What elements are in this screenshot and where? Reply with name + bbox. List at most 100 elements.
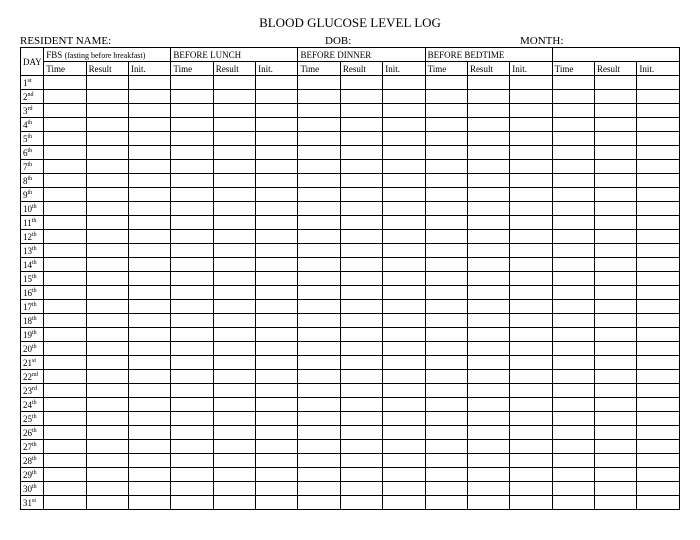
- data-cell: [129, 160, 171, 174]
- data-cell: [510, 104, 552, 118]
- data-cell: [171, 118, 213, 132]
- data-cell: [86, 272, 128, 286]
- data-cell: [595, 132, 637, 146]
- data-cell: [171, 356, 213, 370]
- table-row: 8th: [21, 174, 680, 188]
- data-cell: [467, 426, 509, 440]
- data-cell: [298, 146, 340, 160]
- data-cell: [298, 356, 340, 370]
- data-cell: [552, 174, 594, 188]
- table-row: 31st: [21, 496, 680, 510]
- data-cell: [340, 468, 382, 482]
- data-cell: [637, 328, 680, 342]
- data-cell: [595, 342, 637, 356]
- table-row: 13th: [21, 244, 680, 258]
- day-cell: 9th: [21, 188, 44, 202]
- data-cell: [595, 412, 637, 426]
- data-cell: [637, 454, 680, 468]
- data-cell: [213, 160, 255, 174]
- data-cell: [552, 160, 594, 174]
- data-cell: [298, 174, 340, 188]
- data-cell: [256, 76, 298, 90]
- data-cell: [256, 188, 298, 202]
- data-cell: [129, 300, 171, 314]
- data-cell: [44, 356, 86, 370]
- data-cell: [298, 314, 340, 328]
- data-cell: [171, 468, 213, 482]
- data-cell: [552, 146, 594, 160]
- data-cell: [44, 370, 86, 384]
- data-cell: [467, 468, 509, 482]
- day-cell: 16th: [21, 286, 44, 300]
- data-cell: [425, 468, 467, 482]
- data-cell: [383, 216, 425, 230]
- data-cell: [383, 328, 425, 342]
- data-cell: [86, 216, 128, 230]
- day-cell: 29th: [21, 468, 44, 482]
- data-cell: [129, 188, 171, 202]
- data-cell: [171, 272, 213, 286]
- data-cell: [595, 244, 637, 258]
- table-row: 5th: [21, 132, 680, 146]
- data-cell: [467, 244, 509, 258]
- data-cell: [425, 76, 467, 90]
- table-row: 9th: [21, 188, 680, 202]
- data-cell: [425, 174, 467, 188]
- data-cell: [256, 384, 298, 398]
- data-cell: [552, 216, 594, 230]
- data-cell: [637, 370, 680, 384]
- data-cell: [383, 104, 425, 118]
- data-cell: [595, 118, 637, 132]
- data-cell: [552, 454, 594, 468]
- data-cell: [86, 370, 128, 384]
- data-cell: [129, 244, 171, 258]
- data-cell: [213, 118, 255, 132]
- data-cell: [129, 412, 171, 426]
- table-row: 27th: [21, 440, 680, 454]
- data-cell: [595, 146, 637, 160]
- data-cell: [86, 300, 128, 314]
- data-cell: [425, 356, 467, 370]
- data-cell: [256, 370, 298, 384]
- data-cell: [510, 370, 552, 384]
- data-cell: [383, 384, 425, 398]
- group-header: FBS (fasting before breakfast): [44, 48, 171, 62]
- data-cell: [171, 440, 213, 454]
- data-cell: [298, 202, 340, 216]
- data-cell: [467, 272, 509, 286]
- data-cell: [510, 230, 552, 244]
- data-cell: [171, 202, 213, 216]
- data-cell: [256, 482, 298, 496]
- data-cell: [340, 118, 382, 132]
- day-cell: 22nd: [21, 370, 44, 384]
- data-cell: [44, 454, 86, 468]
- data-cell: [467, 160, 509, 174]
- data-cell: [256, 244, 298, 258]
- sub-header: Result: [467, 62, 509, 76]
- data-cell: [552, 188, 594, 202]
- data-cell: [510, 342, 552, 356]
- data-cell: [129, 216, 171, 230]
- data-cell: [256, 314, 298, 328]
- data-cell: [171, 216, 213, 230]
- data-cell: [637, 216, 680, 230]
- table-row: 21st: [21, 356, 680, 370]
- data-cell: [340, 174, 382, 188]
- data-cell: [467, 398, 509, 412]
- data-cell: [425, 146, 467, 160]
- data-cell: [129, 454, 171, 468]
- data-cell: [510, 496, 552, 510]
- data-cell: [383, 146, 425, 160]
- data-cell: [213, 90, 255, 104]
- data-cell: [213, 398, 255, 412]
- data-cell: [213, 104, 255, 118]
- data-cell: [44, 132, 86, 146]
- data-cell: [637, 300, 680, 314]
- data-cell: [425, 426, 467, 440]
- data-cell: [86, 258, 128, 272]
- data-cell: [340, 90, 382, 104]
- data-cell: [340, 356, 382, 370]
- data-cell: [383, 202, 425, 216]
- day-cell: 13th: [21, 244, 44, 258]
- data-cell: [637, 426, 680, 440]
